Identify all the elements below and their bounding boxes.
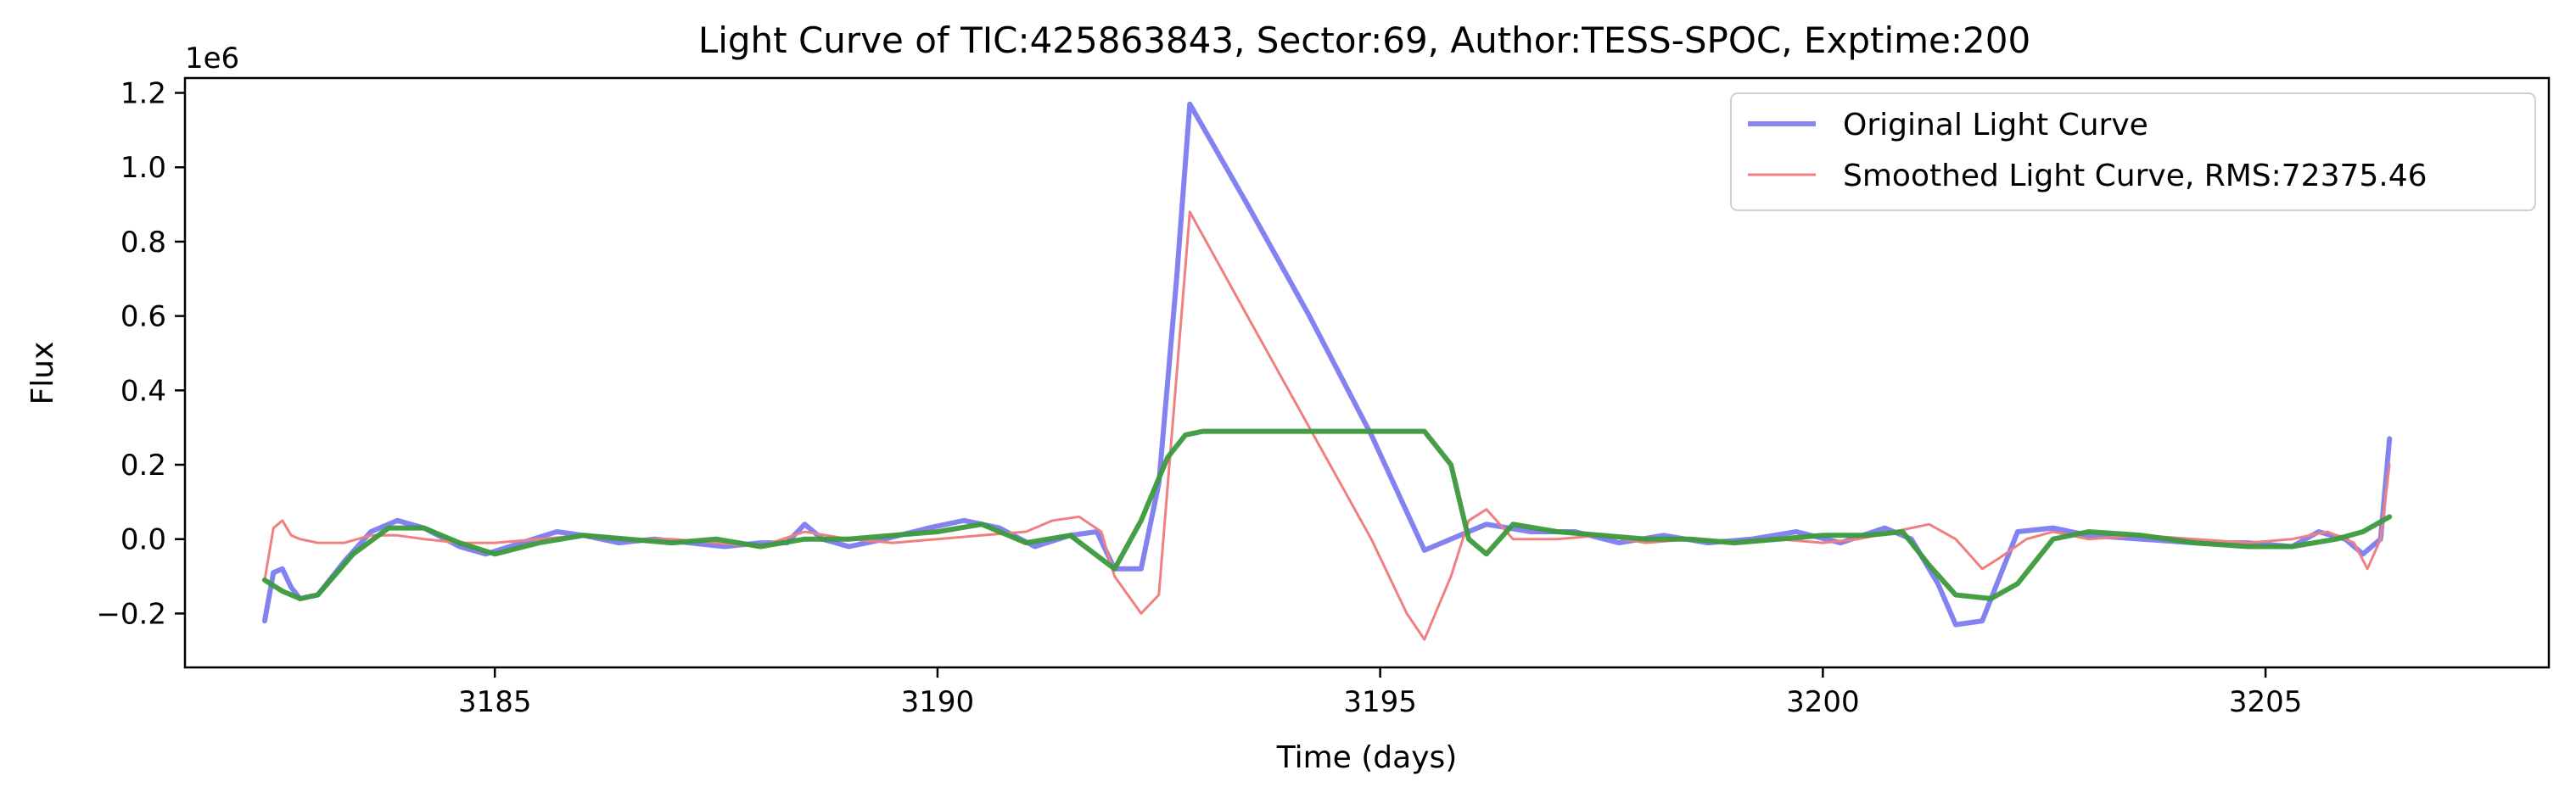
y-tick-label: 1.0: [120, 151, 166, 185]
x-tick-label: 3205: [2229, 685, 2303, 719]
x-tick-label: 3200: [1786, 685, 1860, 719]
y-axis: −0.2 0.0 0.2 0.4 0.6 0.8 1.0 1.2: [96, 77, 185, 631]
chart-title: Light Curve of TIC:425863843, Sector:69,…: [698, 20, 2030, 61]
y-tick-label: 0.2: [120, 449, 166, 483]
x-tick-label: 3195: [1343, 685, 1417, 719]
series-layer: [261, 101, 2393, 641]
y-axis-label: Flux: [25, 342, 60, 405]
series-fit-line: [261, 428, 2393, 601]
y-tick-label: 1.2: [120, 77, 166, 111]
y-tick-label: 0.4: [120, 374, 166, 408]
y-tick-label: 0.6: [120, 300, 166, 334]
legend-box: [1730, 92, 2536, 211]
x-axis: 3185 3190 3195 3200 3205: [458, 667, 2302, 719]
plot-frame: [183, 76, 2551, 669]
series-smoothed-line: [263, 210, 2391, 641]
y-offset-label: 1e6: [185, 42, 239, 75]
legend-label-original: Original Light Curve: [1843, 108, 2148, 142]
y-tick-label: −0.2: [96, 597, 166, 631]
legend: Original Light Curve Smoothed Light Curv…: [1730, 92, 2536, 211]
y-tick-label: 0.8: [120, 226, 166, 259]
x-tick-label: 3190: [901, 685, 975, 719]
x-axis-label: Time (days): [1276, 740, 1458, 775]
legend-label-smoothed: Smoothed Light Curve, RMS:72375.46: [1843, 159, 2428, 193]
x-tick-label: 3185: [458, 685, 532, 719]
y-tick-label: 0.0: [120, 523, 166, 557]
